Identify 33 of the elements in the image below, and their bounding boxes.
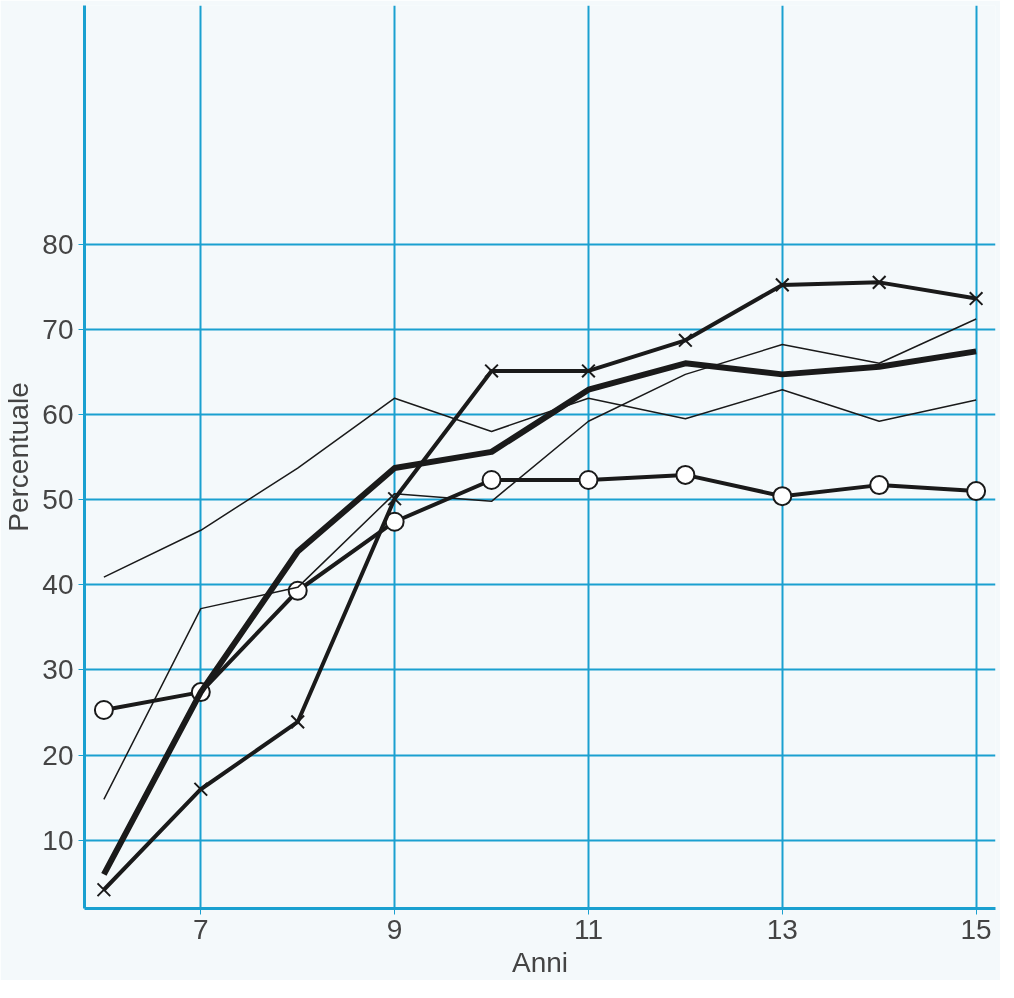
y-tick-label: 30 (42, 654, 74, 686)
point (484, 363, 499, 379)
point (581, 363, 596, 379)
point (966, 481, 987, 502)
point (578, 470, 599, 490)
x-tick-label: 7 (193, 913, 209, 945)
point (871, 275, 887, 290)
y-tick-label: 40 (42, 569, 74, 601)
point (96, 882, 112, 898)
point (968, 291, 984, 306)
y-tick-label: 60 (42, 398, 74, 430)
y-tick-label: 80 (42, 228, 74, 260)
y-tick-label: 70 (42, 313, 74, 345)
point (387, 491, 402, 507)
x-tick-label: 13 (766, 913, 798, 945)
x-tick-label: 15 (960, 913, 992, 945)
point (287, 580, 308, 601)
x-tick-label: 11 (573, 913, 603, 945)
y-tick-label: 10 (42, 824, 74, 856)
y-axis-title: Percentuale (3, 382, 35, 532)
x-tick-label: 9 (386, 913, 403, 945)
point (384, 511, 405, 532)
point (290, 714, 306, 730)
point (772, 486, 793, 507)
point (93, 700, 114, 720)
point (481, 470, 502, 490)
y-tick-label: 50 (42, 484, 74, 516)
x-axis-title: Anni (511, 946, 569, 978)
point (774, 277, 790, 293)
y-tick-label: 20 (42, 739, 74, 771)
point (869, 475, 890, 496)
point (675, 464, 696, 485)
point (678, 332, 693, 348)
